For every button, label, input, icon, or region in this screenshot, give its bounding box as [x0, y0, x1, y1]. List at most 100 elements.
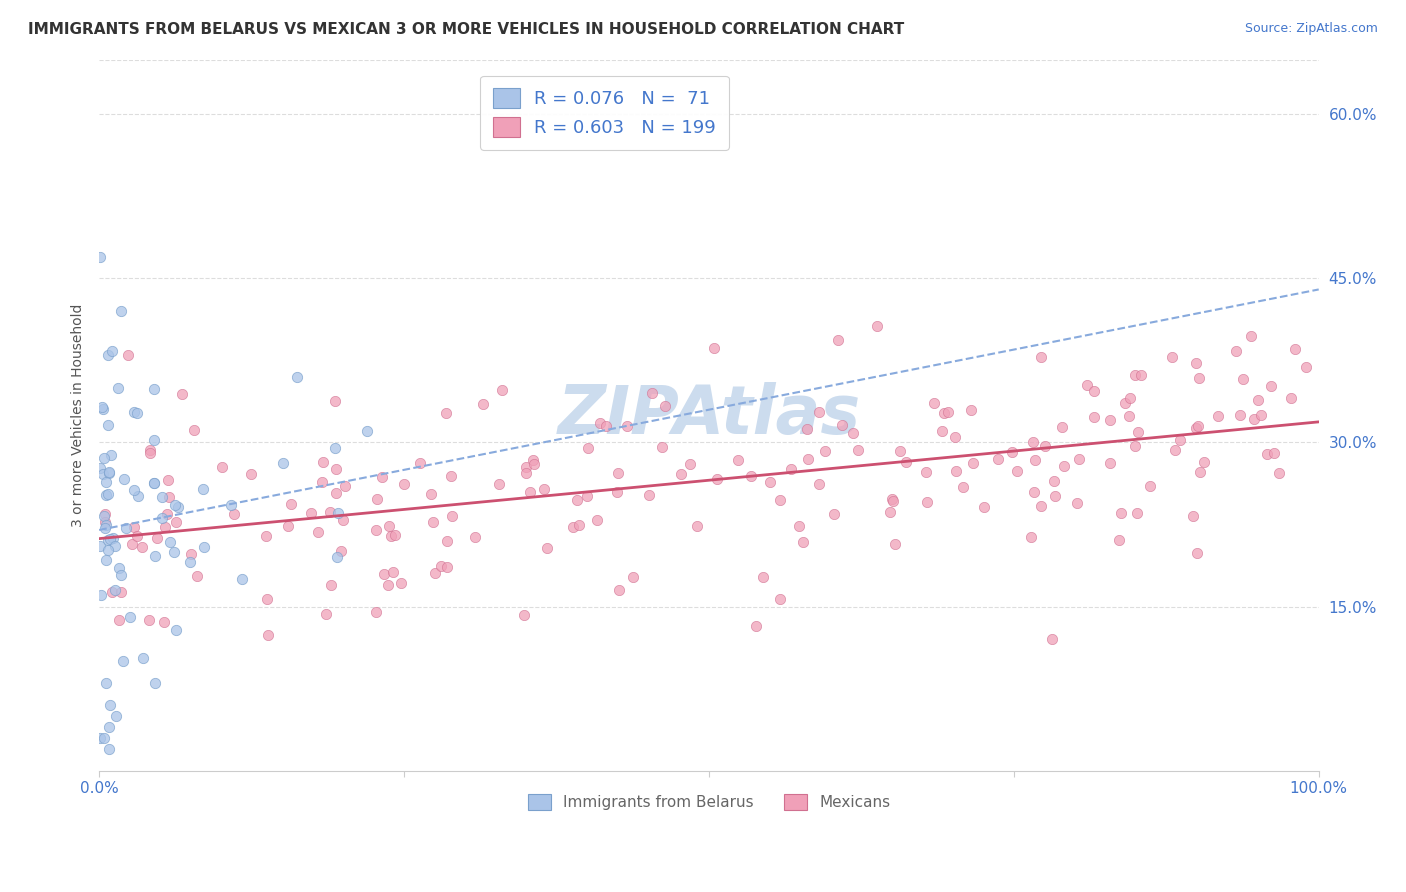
Point — [769, 493, 792, 508]
Point — [157, 473, 180, 487]
Point — [1043, 474, 1066, 488]
Point — [323, 394, 346, 409]
Point — [143, 549, 166, 563]
Point — [932, 406, 955, 420]
Point — [114, 521, 136, 535]
Point — [366, 491, 388, 506]
Point — [191, 483, 214, 497]
Point — [254, 528, 277, 542]
Point — [831, 417, 853, 432]
Point — [1050, 420, 1073, 434]
Point — [380, 529, 402, 543]
Point — [1139, 479, 1161, 493]
Point — [142, 476, 165, 491]
Point — [889, 444, 911, 458]
Point — [430, 559, 453, 574]
Point — [91, 467, 114, 482]
Point — [89, 250, 111, 264]
Point — [769, 591, 792, 606]
Point — [922, 396, 945, 410]
Point — [896, 455, 918, 469]
Point — [519, 484, 541, 499]
Point — [97, 533, 120, 548]
Point — [153, 615, 176, 630]
Point — [239, 467, 262, 481]
Point — [307, 524, 329, 539]
Point — [866, 319, 889, 334]
Point — [120, 609, 142, 624]
Point — [364, 523, 387, 537]
Point — [1229, 409, 1251, 423]
Point — [1109, 507, 1132, 521]
Point — [121, 537, 143, 551]
Point — [371, 470, 394, 484]
Point — [384, 527, 406, 541]
Point — [1029, 499, 1052, 513]
Point — [1126, 425, 1149, 439]
Point — [98, 532, 121, 546]
Point — [943, 430, 966, 444]
Point — [101, 532, 124, 546]
Point — [299, 506, 322, 520]
Point — [90, 588, 112, 602]
Point — [139, 446, 162, 460]
Point — [565, 493, 588, 508]
Point — [1256, 447, 1278, 461]
Point — [1247, 393, 1270, 408]
Point — [827, 334, 849, 348]
Point — [1066, 496, 1088, 510]
Point — [94, 676, 117, 690]
Point — [280, 497, 302, 511]
Point — [1130, 368, 1153, 382]
Point — [1083, 409, 1105, 424]
Point — [1185, 421, 1208, 435]
Point — [1033, 439, 1056, 453]
Point — [97, 417, 120, 432]
Point — [186, 569, 208, 583]
Point — [703, 341, 725, 355]
Point — [93, 521, 115, 535]
Point — [1295, 359, 1317, 374]
Point — [1125, 368, 1147, 382]
Point — [409, 457, 432, 471]
Point — [1098, 456, 1121, 470]
Point — [931, 425, 953, 439]
Point — [323, 441, 346, 455]
Point — [491, 383, 513, 397]
Point — [97, 348, 120, 362]
Point — [165, 498, 187, 512]
Point — [1164, 443, 1187, 458]
Point — [98, 720, 121, 734]
Point — [808, 405, 831, 419]
Point — [607, 466, 630, 480]
Point — [110, 304, 132, 318]
Point — [143, 382, 166, 396]
Point — [124, 405, 146, 419]
Point — [166, 500, 188, 514]
Point — [159, 534, 181, 549]
Point — [679, 457, 702, 471]
Point — [440, 509, 463, 524]
Point — [94, 516, 117, 530]
Text: ZIPAtlas: ZIPAtlas — [557, 382, 860, 448]
Point — [1114, 395, 1136, 409]
Point — [165, 515, 187, 529]
Point — [389, 576, 412, 591]
Point — [89, 539, 111, 553]
Point — [651, 440, 673, 454]
Point — [315, 607, 337, 621]
Point — [89, 461, 111, 475]
Point — [117, 348, 139, 362]
Point — [1000, 444, 1022, 458]
Point — [91, 400, 114, 414]
Point — [179, 555, 201, 569]
Point — [98, 741, 121, 756]
Point — [422, 515, 444, 529]
Text: IMMIGRANTS FROM BELARUS VS MEXICAN 3 OR MORE VEHICLES IN HOUSEHOLD CORRELATION C: IMMIGRANTS FROM BELARUS VS MEXICAN 3 OR … — [28, 22, 904, 37]
Point — [669, 467, 692, 482]
Point — [94, 553, 117, 567]
Point — [1185, 546, 1208, 560]
Point — [706, 472, 728, 486]
Point — [1168, 433, 1191, 447]
Point — [93, 450, 115, 465]
